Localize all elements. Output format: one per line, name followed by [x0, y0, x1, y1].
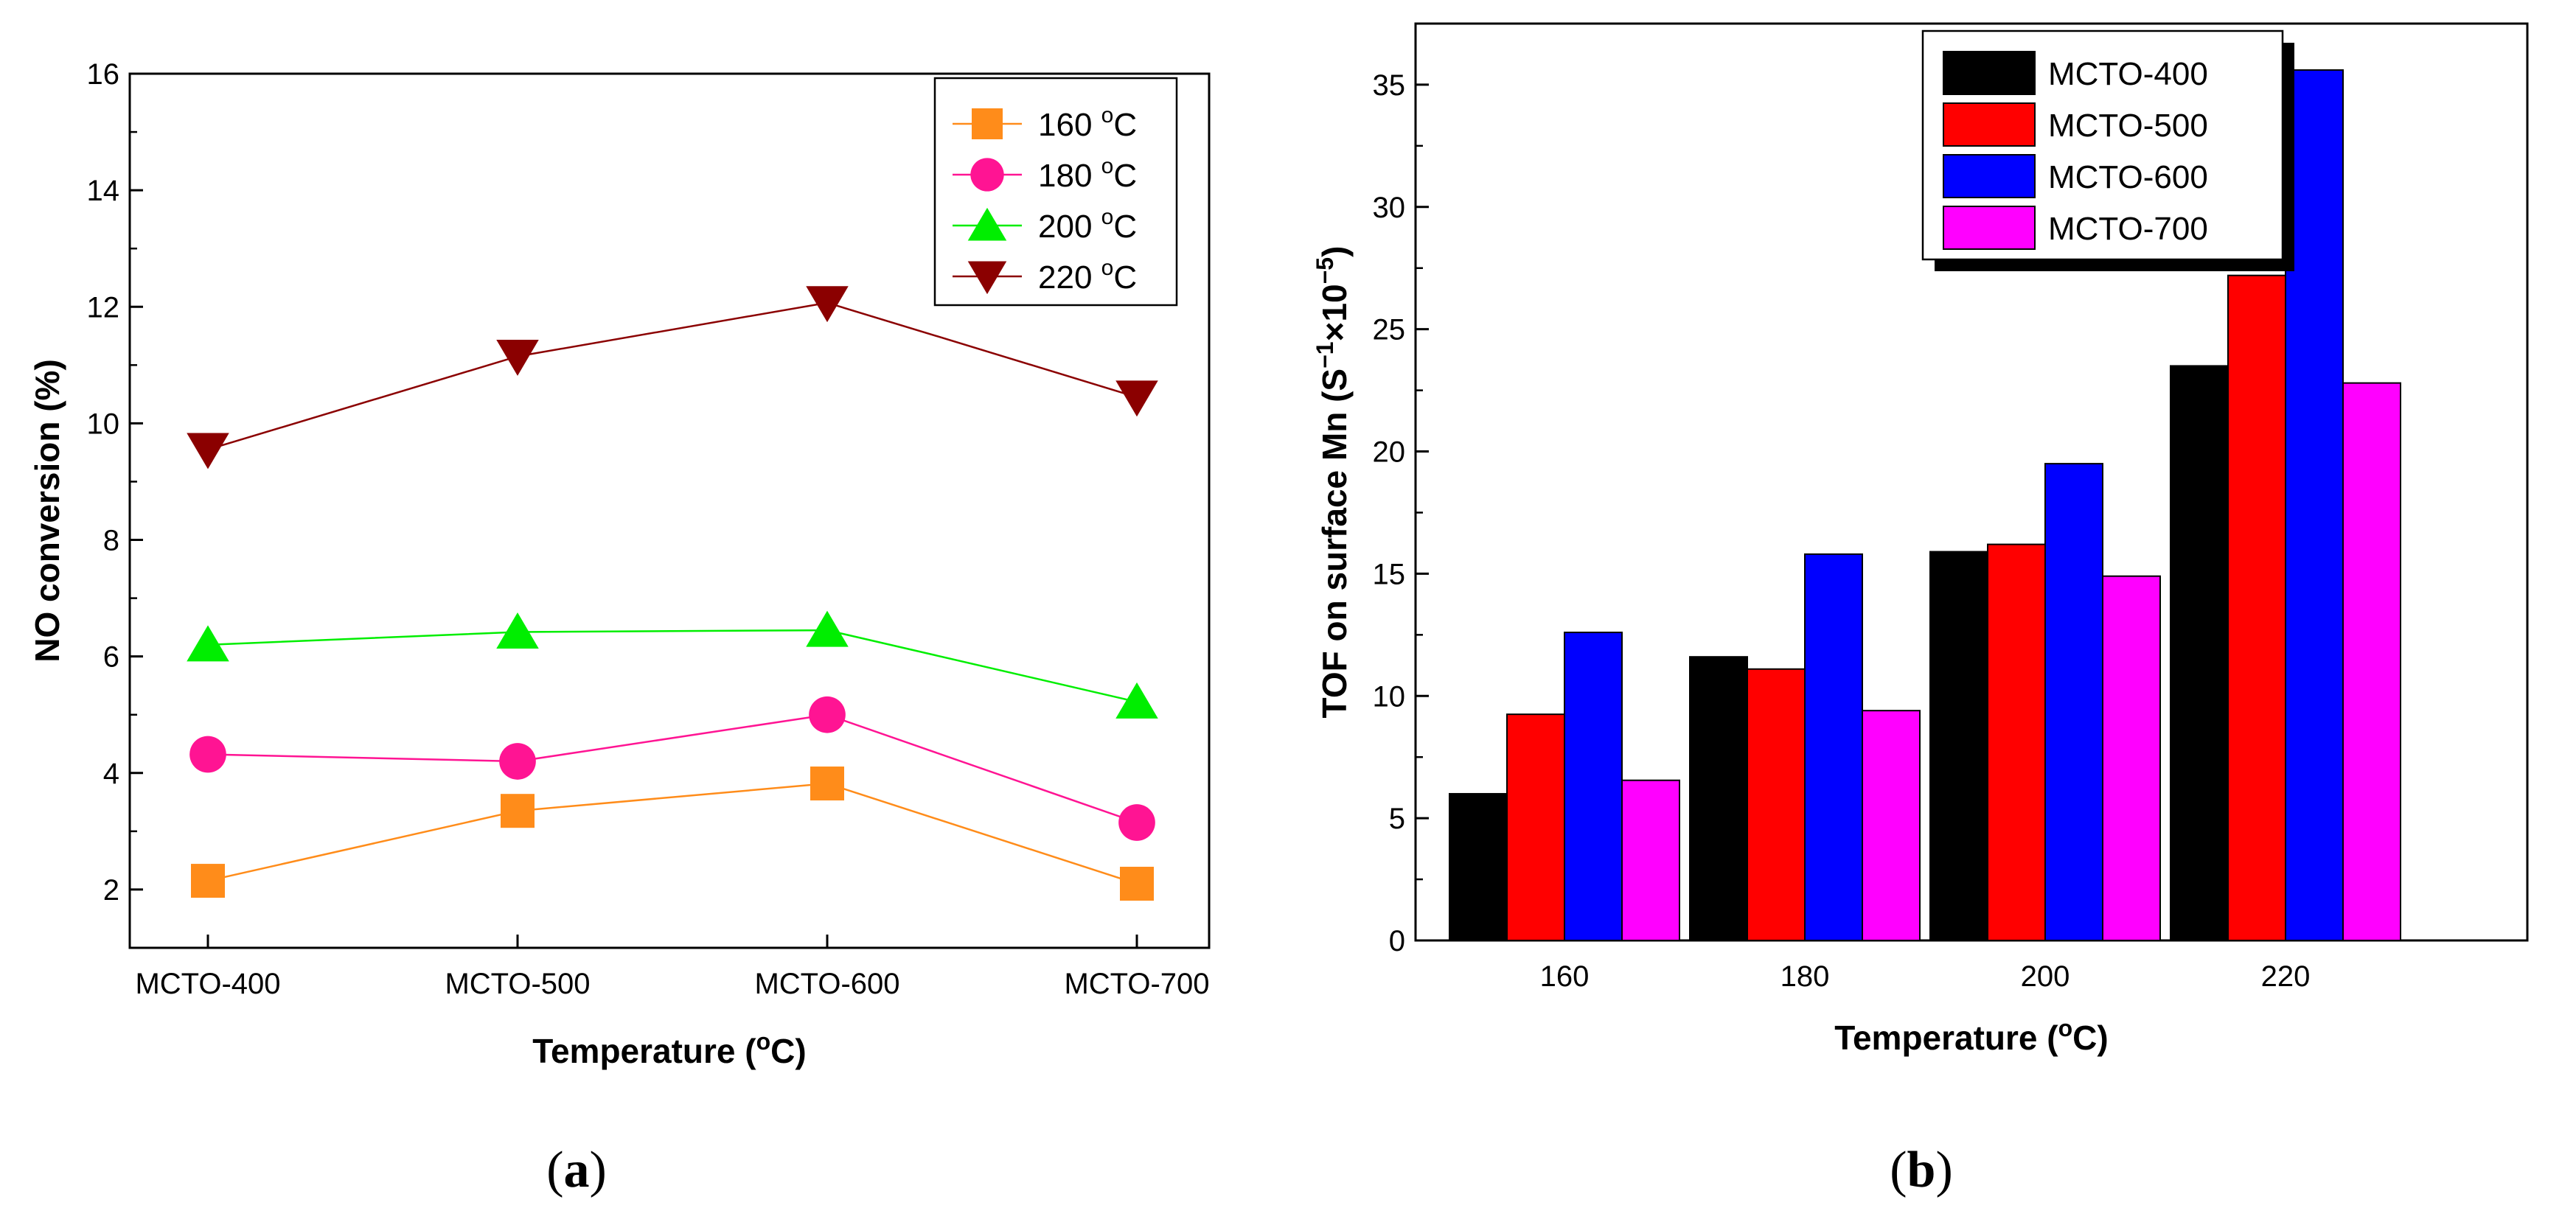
chart-a-y-tick-label: 14 [87, 175, 120, 207]
chart-a-x-tick-label: MCTO-600 [754, 968, 899, 1000]
chart-a-x-tick-label: MCTO-400 [135, 968, 280, 1000]
chart-a-point-220 [496, 339, 539, 376]
chart-a-point-160 [810, 767, 844, 801]
chart-a-x-axis-title: Temperature (oC) [532, 1028, 806, 1070]
chart-b-y-tick-label: 35 [1373, 69, 1406, 102]
chart-b-legend-swatch [1943, 102, 2036, 147]
chart-b-bar-MCTO-700-160 [1621, 779, 1680, 942]
chart-b-legend-label: MCTO-500 [2048, 108, 2208, 144]
chart-b-legend-swatch [1943, 154, 2036, 198]
chart-a-y-tick-label: 8 [103, 525, 119, 557]
chart-a-legend-label: 180 oC [1038, 154, 1137, 194]
chart-a-point-200 [806, 610, 849, 647]
chart-b-bar-MCTO-400-220 [2170, 365, 2229, 941]
chart-a-legend-marker [967, 261, 1007, 295]
chart-a-legend-marker [972, 108, 1003, 139]
chart-a-caption: (a) [546, 1142, 607, 1198]
chart-a-plot-frame [128, 72, 1211, 949]
chart-b-bar-MCTO-400-200 [1929, 551, 1988, 941]
chart-a-legend-label: 160 oC [1038, 103, 1137, 143]
chart-b-y-tick-label: 20 [1373, 436, 1406, 469]
chart-a-point-220 [806, 286, 849, 323]
chart-b-legend-swatch [1943, 51, 2036, 95]
chart-a-series-line-180 [207, 713, 1138, 824]
chart-a-series-line-160 [207, 782, 1138, 885]
chart-a-point-160 [501, 794, 535, 828]
chart-a-point-180 [1118, 804, 1155, 841]
chart-a-legend-marker [967, 207, 1007, 241]
chart-b-bar-MCTO-600-200 [2044, 463, 2103, 941]
chart-a-y-tick-label: 6 [103, 641, 119, 674]
chart-a-point-160 [1120, 867, 1154, 901]
chart-a-y-tick-label: 16 [87, 58, 120, 91]
chart-b-bar-MCTO-700-200 [2102, 575, 2161, 941]
chart-b-legend-label: MCTO-600 [2048, 159, 2208, 195]
chart-a-legend-marker [970, 158, 1004, 192]
chart-a: 2 4 6 8 10 12 14 16 MCTO-400 MCTO-500 MCTO-600 MCTO… [28, 58, 1211, 1198]
chart-a-y-tick-label: 4 [103, 758, 119, 790]
chart-b-bar-MCTO-500-220 [2227, 274, 2286, 941]
chart-b-legend-label: MCTO-700 [2048, 211, 2208, 247]
chart-a-legend-label: 200 oC [1038, 205, 1137, 245]
chart-b-bar-MCTO-500-180 [1747, 668, 1806, 941]
chart-b-bar-MCTO-600-160 [1564, 632, 1623, 941]
chart-a-y-axis-title: NO conversion (%) [28, 359, 66, 663]
chart-b-bar-MCTO-700-180 [1862, 710, 1921, 941]
chart-b-x-axis-title: Temperature (oC) [1834, 1015, 2108, 1057]
chart-b-caption: (b) [1890, 1142, 1953, 1198]
chart-a-point-160 [191, 864, 225, 898]
chart-b-legend-swatch [1943, 206, 2036, 250]
chart-a-point-180 [499, 743, 536, 780]
chart-a-series-line-200 [207, 629, 1138, 703]
chart-b-legend-label: MCTO-400 [2048, 56, 2208, 92]
chart-a-y-tick-label: 12 [87, 291, 120, 324]
chart-b-x-tick-label: 220 [2261, 960, 2311, 993]
chart-b-y-tick-label: 0 [1389, 925, 1405, 957]
chart-b-x-tick-label: 160 [1540, 960, 1590, 993]
chart-b-bar-MCTO-500-200 [1987, 543, 2046, 941]
chart-a-point-220 [187, 433, 229, 469]
chart-b-bar-MCTO-400-160 [1449, 792, 1508, 941]
chart-b-y-tick-label: 15 [1373, 558, 1406, 590]
chart-b-bar-MCTO-600-180 [1804, 553, 1863, 941]
chart-b-bar-MCTO-700-220 [2342, 382, 2401, 941]
chart-a-y-tick-label: 10 [87, 408, 120, 440]
chart-b-y-tick-label: 30 [1373, 192, 1406, 224]
chart-a-point-180 [809, 696, 846, 733]
chart-a-point-220 [1115, 380, 1158, 417]
chart-b-bar-MCTO-500-160 [1506, 713, 1565, 941]
chart-a-point-200 [496, 612, 539, 649]
chart-b-y-tick-label: 5 [1389, 803, 1405, 835]
chart-b-x-tick-label: 200 [2021, 960, 2070, 993]
chart-b-y-tick-label: 25 [1373, 314, 1406, 346]
chart-a-x-tick-label: MCTO-700 [1064, 968, 1209, 1000]
chart-a-point-200 [187, 625, 229, 662]
chart-b-bar-MCTO-600-220 [2285, 69, 2344, 942]
chart-b-y-axis-title: TOF on surface Mn (S−1×10−5) [1312, 246, 1354, 719]
chart-b-bar-MCTO-400-180 [1689, 656, 1748, 941]
chart-b-y-tick-label: 10 [1373, 680, 1406, 713]
chart-a-legend-label: 220 oC [1038, 256, 1137, 296]
chart-b: 0 5 10 15 20 25 30 35 160 180 200 220 MCTO-400 MCTO-… [1312, 22, 2529, 1198]
chart-a-x-tick-label: MCTO-500 [445, 968, 590, 1000]
chart-a-point-200 [1115, 682, 1158, 719]
chart-a-y-tick-label: 2 [103, 874, 119, 907]
chart-a-point-180 [189, 736, 226, 773]
chart-a-series-line-220 [207, 301, 1138, 451]
chart-b-x-tick-label: 180 [1780, 960, 1830, 993]
